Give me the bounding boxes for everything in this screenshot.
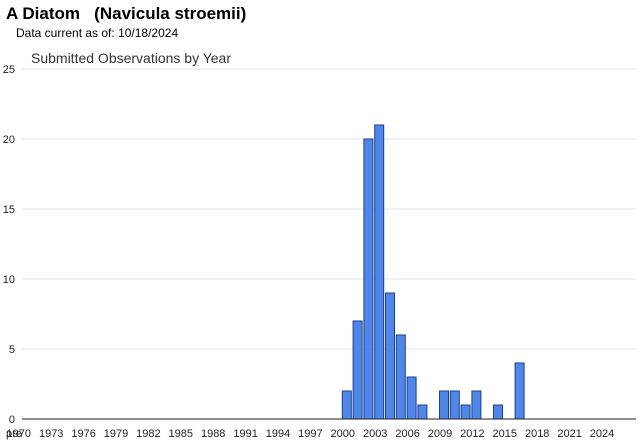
bar-2002 [363, 138, 374, 420]
y-axis-ticks: 0 5 10 15 20 25 [3, 64, 15, 426]
y-tick-label: 10 [3, 274, 15, 286]
bar-2011 [460, 404, 471, 420]
bar-2009 [439, 390, 449, 420]
x-tick-label: 2024 [590, 428, 614, 440]
x-tick-label: 1982 [136, 428, 160, 440]
bar-2004 [385, 292, 395, 420]
x-tick-label: 2009 [428, 428, 452, 440]
x-tick-label: 2003 [363, 428, 387, 440]
x-tick-label: 1997 [298, 428, 322, 440]
x-tick-label: 1991 [233, 428, 257, 440]
x-tick-label: 1985 [169, 428, 193, 440]
x-tick-label: 2006 [395, 428, 419, 440]
x-tick-label: 1988 [201, 428, 225, 440]
bar-2012 [471, 390, 482, 420]
x-tick-label: 2000 [331, 428, 355, 440]
x-tick-label: 1979 [104, 428, 128, 440]
bar-2005 [395, 334, 406, 420]
y-tick-label: 20 [3, 134, 15, 146]
x-tick-label: 2018 [525, 428, 549, 440]
bar-2007 [417, 404, 428, 420]
x-tick-label: 1970 [7, 428, 31, 440]
scientific-name: (Navicula stroemii) [94, 4, 247, 23]
x-tick-label: pre [6, 428, 22, 440]
x-tick-label: 1994 [266, 428, 290, 440]
chart-title: Submitted Observations by Year [31, 50, 232, 66]
y-tick-label: 0 [9, 414, 15, 426]
x-tick-label: 1973 [39, 428, 63, 440]
y-tick-label: 25 [3, 64, 15, 76]
x-tick-label: 1976 [71, 428, 95, 440]
bar-2003 [374, 124, 385, 420]
x-tick-label: 2021 [557, 428, 581, 440]
x-tick-label: 2015 [493, 428, 517, 440]
species-title: A Diatom (Navicula stroemii) [6, 4, 246, 24]
x-tick-label: 2012 [460, 428, 484, 440]
common-name: A Diatom [6, 4, 80, 23]
data-current-note: Data current as of: 10/18/2024 [16, 26, 178, 40]
bar-2010 [449, 390, 460, 420]
gridlines [22, 68, 636, 350]
data-current-label: Data current as of: [16, 26, 115, 40]
y-tick-label: 15 [3, 204, 15, 216]
bar-2006 [406, 376, 417, 420]
y-tick-label: 5 [9, 344, 15, 356]
bars [341, 124, 525, 420]
bar-2001 [352, 320, 363, 420]
bar-2016 [514, 362, 525, 420]
bar-2000 [341, 390, 352, 420]
data-current-date: 10/18/2024 [118, 26, 179, 40]
bar-2014 [493, 404, 503, 420]
